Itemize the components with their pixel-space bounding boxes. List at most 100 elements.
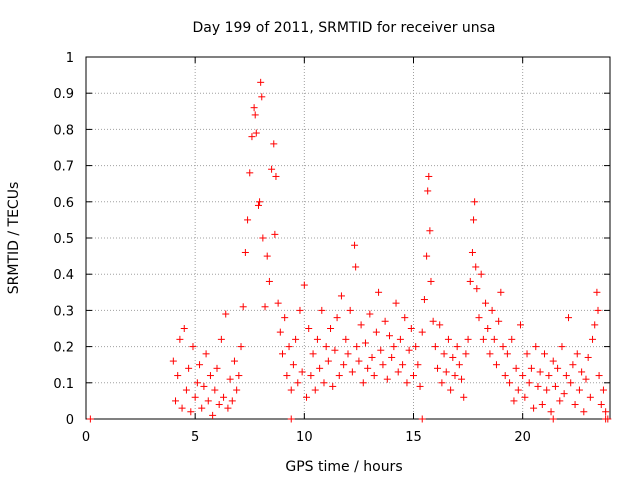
data-point [348, 368, 356, 376]
data-point [429, 317, 437, 325]
x-tick-label: 15 [405, 430, 422, 445]
data-point [198, 404, 206, 412]
data-point [530, 404, 538, 412]
data-point [169, 357, 177, 365]
data-point [237, 343, 245, 351]
data-point [595, 372, 603, 380]
data-point [569, 361, 577, 369]
data-point [578, 368, 586, 376]
data-point [394, 368, 402, 376]
y-tick-label: 0 [66, 413, 74, 428]
data-point [329, 382, 337, 390]
data-point [434, 364, 442, 372]
data-point [426, 227, 434, 235]
data-point [318, 306, 326, 314]
data-point [274, 299, 282, 307]
data-point [305, 325, 313, 332]
data-point [451, 372, 459, 380]
data-point [307, 372, 315, 380]
data-point [551, 382, 559, 390]
data-point [383, 375, 391, 383]
data-point [420, 296, 428, 304]
data-point [346, 306, 354, 314]
data-point [324, 357, 332, 365]
data-point [571, 401, 579, 409]
data-point [523, 350, 531, 358]
data-point [602, 408, 610, 416]
y-tick-labels: 0 0.1 0.2 0.3 0.4 0.5 0.6 0.7 0.8 0.9 1 [53, 51, 74, 428]
data-point [289, 361, 297, 369]
data-point [582, 375, 590, 383]
data-point [331, 346, 339, 354]
data-point [200, 382, 208, 390]
data-point [287, 415, 295, 423]
data-point [484, 325, 492, 332]
data-points [86, 78, 612, 423]
x-tick-label: 5 [191, 430, 199, 445]
data-point [254, 201, 262, 209]
data-point [361, 339, 369, 347]
data-point [292, 335, 300, 343]
data-point [296, 306, 304, 314]
data-point [388, 353, 396, 361]
data-point [545, 372, 553, 380]
data-point [187, 408, 195, 416]
data-point [235, 372, 243, 380]
data-point [178, 404, 186, 412]
data-point [316, 364, 324, 372]
data-point [438, 379, 446, 387]
data-point [407, 325, 415, 332]
data-point [244, 216, 252, 224]
data-point [462, 350, 470, 358]
x-axis-label: GPS time / hours [285, 459, 402, 475]
data-point [567, 379, 575, 387]
x-tick-label: 0 [82, 430, 90, 445]
data-point [460, 393, 468, 401]
data-point [335, 372, 343, 380]
data-point [416, 382, 424, 390]
data-point [423, 252, 431, 260]
data-point [204, 397, 212, 405]
y-tick-label: 0.7 [53, 160, 74, 175]
data-point [399, 361, 407, 369]
data-point [519, 372, 527, 380]
data-point [241, 248, 249, 256]
data-point [333, 314, 341, 322]
data-point [486, 350, 494, 358]
data-point [285, 343, 293, 351]
data-point [554, 364, 562, 372]
data-point [270, 140, 278, 148]
data-point [353, 343, 361, 351]
data-point [501, 372, 509, 380]
data-point [202, 350, 210, 358]
data-point [337, 292, 345, 300]
data-point [558, 343, 566, 351]
data-point [215, 401, 223, 409]
x-tick-labels: 0 5 10 15 20 [82, 430, 531, 445]
data-point [418, 328, 426, 336]
data-point [455, 361, 463, 369]
data-point [547, 408, 555, 416]
data-point [279, 350, 286, 358]
data-point [425, 172, 433, 180]
data-point [342, 335, 350, 343]
data-point [427, 277, 435, 285]
data-point [263, 252, 271, 260]
data-point [213, 364, 221, 372]
data-point [527, 364, 535, 372]
data-point [239, 303, 247, 311]
data-point [594, 306, 602, 314]
data-point [340, 361, 348, 369]
data-point [479, 335, 487, 343]
data-point [488, 306, 496, 314]
data-point [257, 78, 265, 86]
data-point [593, 288, 601, 296]
data-point [536, 368, 544, 376]
data-point [352, 263, 360, 271]
data-point [468, 248, 476, 256]
y-tick-label: 0.8 [53, 123, 74, 138]
y-tick-label: 0.5 [53, 232, 74, 247]
data-point [209, 411, 217, 419]
data-point [508, 335, 516, 343]
